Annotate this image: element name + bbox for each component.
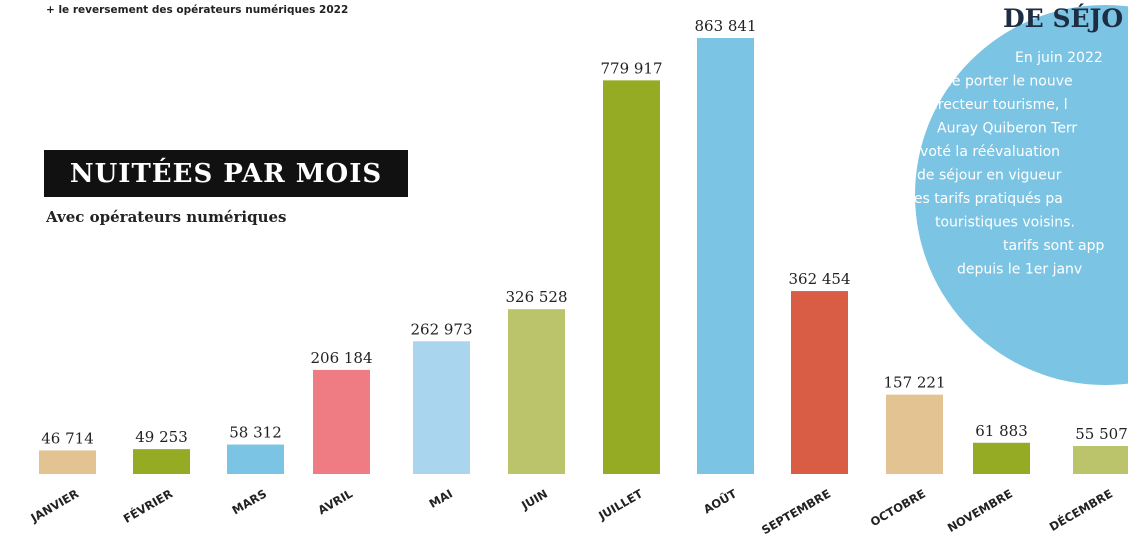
bar <box>508 309 565 474</box>
sidebar-text: Auray Quiberon Terr <box>937 121 1077 137</box>
sidebar-text: tarifs sont app <box>1003 238 1105 254</box>
month-label: SEPTEMBRE <box>759 486 833 537</box>
value-label: 262 973 <box>410 320 472 338</box>
month-label: OCTOBRE <box>868 486 928 529</box>
info-circle <box>915 5 1128 385</box>
bar <box>313 369 370 474</box>
sidebar-text: de porter le nouve <box>943 74 1073 90</box>
sidebar-text: directeur tourisme, l <box>925 97 1068 113</box>
month-label: FÉVRIER <box>120 486 175 526</box>
bar <box>886 394 943 474</box>
subtitle: Avec opérateurs numériques <box>45 208 286 226</box>
sidebar-heading: DE SÉJO <box>1003 4 1123 33</box>
chart-title: NUITÉES PAR MOIS <box>70 157 382 189</box>
value-label: 863 841 <box>694 17 756 35</box>
value-label: 157 221 <box>883 374 945 392</box>
month-label: JUIN <box>518 486 550 512</box>
month-label: MAI <box>427 486 455 510</box>
month-label: MARS <box>230 486 269 517</box>
bar <box>227 444 284 474</box>
bar <box>1073 445 1128 474</box>
month-label: AOÛT <box>700 486 739 517</box>
value-label: 55 507 <box>1075 425 1128 443</box>
month-label: NOVEMBRE <box>945 486 1015 535</box>
value-label: 58 312 <box>229 424 282 442</box>
month-label: AVRIL <box>316 486 356 517</box>
month-label: DÉCEMBRE <box>1046 486 1115 534</box>
value-label: 46 714 <box>41 429 94 447</box>
bar <box>973 442 1030 474</box>
bar <box>697 38 754 474</box>
month-label: JANVIER <box>27 486 81 525</box>
month-label: JUILLET <box>595 486 645 523</box>
sidebar-text: a voté la réévaluation <box>907 144 1060 160</box>
value-label: 61 883 <box>975 422 1028 440</box>
value-label: 779 917 <box>600 59 662 77</box>
sidebar-text: depuis le 1er janv <box>957 262 1082 278</box>
bar <box>39 450 96 474</box>
sidebar-text: touristiques voisins. <box>935 215 1075 231</box>
sidebar-text: En juin 2022 <box>1015 50 1103 66</box>
value-label: 49 253 <box>135 428 188 446</box>
bar <box>133 449 190 474</box>
bar <box>791 291 848 474</box>
value-label: 362 454 <box>788 270 850 288</box>
value-label: 326 528 <box>505 288 567 306</box>
sidebar-text: de séjour en vigueur <box>917 168 1062 184</box>
title-box <box>44 150 408 197</box>
bar <box>603 80 660 474</box>
note: + le reversement des opérateurs numériqu… <box>46 4 348 16</box>
sidebar-text: des tarifs pratiqués pa <box>905 191 1063 207</box>
value-label: 206 184 <box>310 349 372 367</box>
bar <box>413 341 470 474</box>
